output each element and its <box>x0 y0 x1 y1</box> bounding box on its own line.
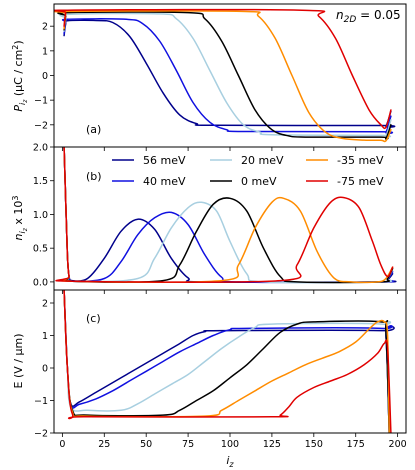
panel-c-ytick-label-2: 0 <box>42 364 48 375</box>
panel-a-ytick-label-1: −1 <box>34 96 48 107</box>
panel-a-ytick-label-3: 1 <box>42 46 48 57</box>
panel-a-ytick-label-0: −2 <box>34 120 48 131</box>
panel-b-series-3 <box>63 147 394 284</box>
panel-a-series-1 <box>61 18 394 134</box>
panel-c-series-1 <box>63 290 394 433</box>
x-tick-label-2: 50 <box>140 439 152 450</box>
panel-b-ytick-label-4: 2.0 <box>33 143 48 154</box>
x-tick-label-1: 25 <box>98 439 110 450</box>
x-axis-label: iz <box>226 454 234 469</box>
panel-c-ytick-label-4: 2 <box>42 299 48 310</box>
panel-c-ytick-label-1: −1 <box>34 396 48 407</box>
panel-a-series <box>54 8 396 143</box>
panel-b-yticks: 0.0 0.5 1.0 1.5 2.0 <box>33 143 399 294</box>
panel-b-series <box>55 147 397 284</box>
panel-c: −2 −1 0 1 2 (c) E (V / μm) <box>12 289 407 440</box>
panel-a-series-4 <box>54 10 392 143</box>
x-tick-label-8: 200 <box>389 439 407 450</box>
panel-a-series-5 <box>54 8 392 130</box>
legend-item-40: 40 meV <box>112 175 186 188</box>
panel-a-series-3 <box>57 11 392 140</box>
panel-b-ylabel: niz x 103 <box>11 196 29 241</box>
panel-b-series-2 <box>63 147 394 284</box>
legend-label-m75: -75 meV <box>337 175 384 188</box>
x-tick-label-3: 75 <box>182 439 194 450</box>
panel-c-series <box>63 290 395 433</box>
panel-b-series-1 <box>63 147 395 284</box>
panel-a-label: (a) <box>86 123 101 136</box>
panel-c-ytick-label-0: −2 <box>34 429 48 440</box>
panel-c-frame <box>53 289 407 434</box>
legend-label-40: 40 meV <box>143 175 186 188</box>
panel-c-label: (c) <box>86 312 101 325</box>
panel-a-series-0 <box>63 19 396 128</box>
panel-b-ytick-label-3: 1.5 <box>33 176 48 187</box>
panel-c-series-3 <box>63 290 390 433</box>
x-axis: 0 25 50 75 100 125 150 175 200 <box>59 439 406 450</box>
x-tick-label-7: 175 <box>347 439 365 450</box>
legend-item-m35: -35 meV <box>306 154 384 167</box>
legend-item-m75: -75 meV <box>306 175 384 188</box>
panel-b-frame <box>53 146 407 291</box>
panel-a: −2 −1 0 1 2 (a) n2D = 0.05 Piz (μC / cm2) <box>11 3 407 151</box>
panel-c-series-0 <box>63 290 395 433</box>
legend: 56 meV 40 meV 20 meV 0 meV -35 meV -75 m… <box>112 154 384 188</box>
x-tick-label-0: 0 <box>59 439 65 450</box>
panel-c-ylabel: E (V / μm) <box>12 334 25 389</box>
legend-label-m35: -35 meV <box>337 154 384 167</box>
panel-b-ytick-label-0: 0.0 <box>33 277 48 288</box>
x-tick-label-4: 100 <box>221 439 239 450</box>
panel-c-ytick-label-3: 1 <box>42 331 48 342</box>
legend-label-0: 0 meV <box>241 175 277 188</box>
x-tick-label-6: 150 <box>305 439 323 450</box>
panel-b-series-5 <box>55 147 394 283</box>
panel-a-ytick-label-2: 0 <box>42 71 48 82</box>
legend-item-56: 56 meV <box>112 154 186 167</box>
legend-item-0: 0 meV <box>210 175 277 188</box>
panel-a-series-2 <box>59 12 392 138</box>
panel-b-ytick-label-1: 0.5 <box>33 244 48 255</box>
panel-a-ytick-label-4: 2 <box>42 22 48 33</box>
panel-b-ytick-label-2: 1.0 <box>33 210 48 221</box>
panel-b-label: (b) <box>86 170 102 183</box>
panel-c-series-2 <box>63 290 392 433</box>
x-tick-label-5: 125 <box>263 439 281 450</box>
panel-a-annotation: n2D = 0.05 <box>336 8 401 25</box>
panel-b-series-4 <box>59 147 394 284</box>
legend-label-20: 20 meV <box>241 154 284 167</box>
panel-a-yticks: −2 −1 0 1 2 <box>34 22 399 151</box>
panel-c-series-5 <box>63 290 392 433</box>
panel-a-ylabel: Piz (μC / cm2) <box>11 40 29 111</box>
panel-c-yticks: −2 −1 0 1 2 <box>34 299 399 440</box>
legend-label-56: 56 meV <box>143 154 186 167</box>
legend-item-20: 20 meV <box>210 154 284 167</box>
panel-b: 0.0 0.5 1.0 1.5 2.0 (b) niz x 103 56 meV 40 … <box>11 143 407 294</box>
panel-b-series-0 <box>63 147 397 284</box>
